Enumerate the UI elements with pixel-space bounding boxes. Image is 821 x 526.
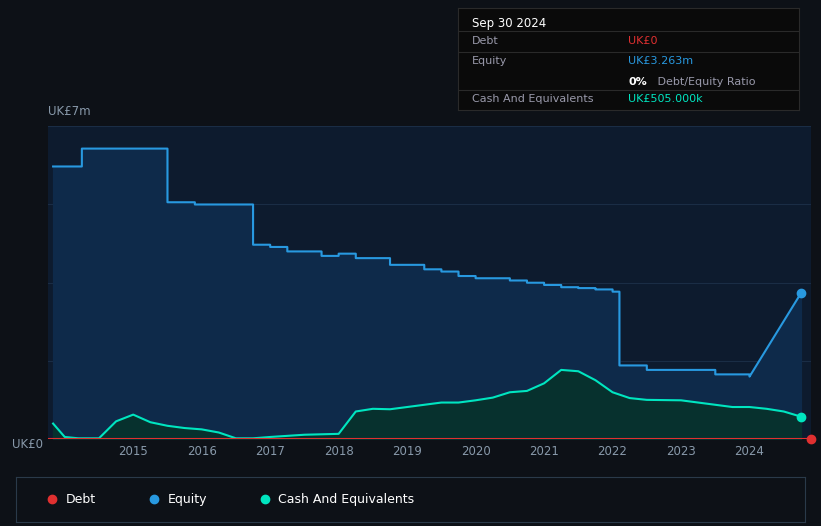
Text: Debt/Equity Ratio: Debt/Equity Ratio — [654, 77, 755, 87]
Text: UK£3.263m: UK£3.263m — [629, 56, 694, 66]
Text: UK£0: UK£0 — [629, 36, 658, 46]
Text: Debt: Debt — [66, 493, 95, 506]
Text: Debt: Debt — [472, 36, 498, 46]
Text: Equity: Equity — [167, 493, 207, 506]
Text: Cash And Equivalents: Cash And Equivalents — [278, 493, 415, 506]
Text: UK£0: UK£0 — [11, 438, 43, 451]
Text: UK£505.000k: UK£505.000k — [629, 94, 703, 104]
Text: 0%: 0% — [629, 77, 647, 87]
Text: Cash And Equivalents: Cash And Equivalents — [472, 94, 594, 104]
Text: Sep 30 2024: Sep 30 2024 — [472, 17, 546, 30]
Text: Equity: Equity — [472, 56, 507, 66]
Text: UK£7m: UK£7m — [48, 105, 90, 118]
